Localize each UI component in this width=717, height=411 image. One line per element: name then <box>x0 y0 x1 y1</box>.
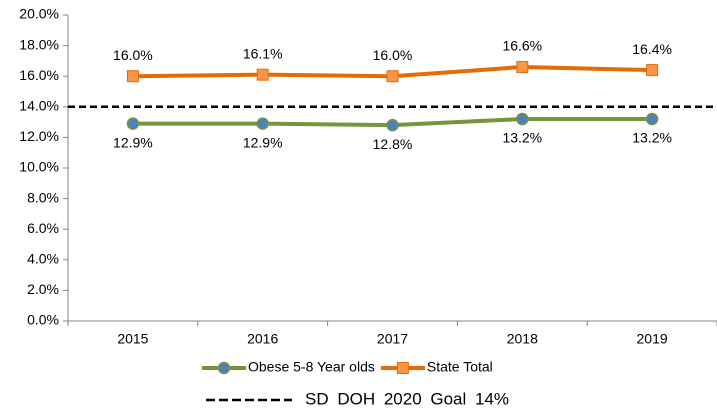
y-tick-label: 12.0% <box>19 128 59 144</box>
y-tick-label: 6.0% <box>27 220 59 236</box>
marker <box>386 70 399 83</box>
legend-goal-label: SD DOH 2020 Goal 14% <box>305 389 509 408</box>
y-tick-label: 2.0% <box>27 281 59 297</box>
legend-label: State Total <box>427 359 493 375</box>
data-label: 16.0% <box>373 47 413 63</box>
marker <box>126 117 140 130</box>
data-label: 16.1% <box>243 45 283 61</box>
x-tick-label: 2018 <box>507 331 538 347</box>
marker <box>645 112 659 126</box>
y-tick-label: 8.0% <box>27 189 59 205</box>
y-tick-label: 14.0% <box>19 98 59 114</box>
marker <box>256 117 269 130</box>
marker <box>516 61 529 74</box>
data-label: 16.4% <box>632 41 672 57</box>
marker <box>396 362 409 374</box>
y-tick-label: 16.0% <box>19 67 59 83</box>
y-tick-label: 10.0% <box>19 159 59 175</box>
y-tick-label: 4.0% <box>27 251 59 267</box>
x-tick-label: 2016 <box>247 331 278 347</box>
marker <box>386 118 399 132</box>
marker <box>256 68 269 81</box>
y-tick-label: 18.0% <box>19 36 59 52</box>
marker <box>126 70 139 83</box>
x-tick-label: 2019 <box>637 331 668 347</box>
data-label: 12.8% <box>373 136 413 152</box>
x-tick-label: 2017 <box>377 331 408 347</box>
y-tick-label: 20.0% <box>19 6 59 22</box>
data-label: 12.9% <box>113 134 153 150</box>
marker <box>646 64 659 77</box>
marker <box>217 361 231 375</box>
data-label: 13.2% <box>632 130 672 146</box>
y-tick-label: 0.0% <box>27 312 59 328</box>
data-label: 13.2% <box>502 130 542 146</box>
x-tick-label: 2015 <box>117 331 148 347</box>
data-label: 12.9% <box>243 134 283 150</box>
data-label: 16.0% <box>113 47 153 63</box>
marker <box>516 112 529 126</box>
legend-label: Obese 5-8 Year olds <box>248 359 375 375</box>
data-label: 16.6% <box>502 38 542 54</box>
